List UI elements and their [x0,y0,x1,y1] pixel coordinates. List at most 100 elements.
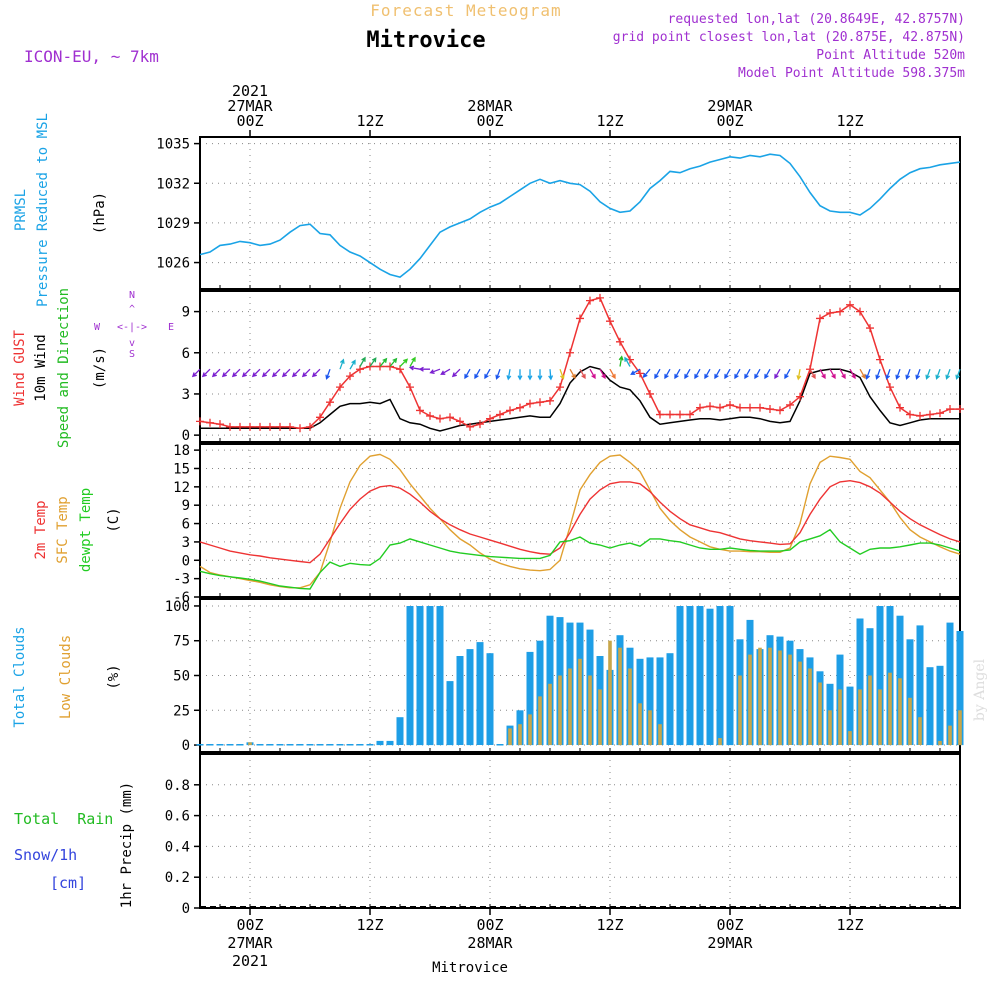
wind-arrow [865,368,871,380]
gust-point [576,314,584,323]
gust-point [596,293,604,302]
total-cloud-bar [846,686,854,745]
wind-arrow [408,365,421,371]
temp-panel: -6 -3 0 3 6 9 12 15 18 [173,443,961,606]
wind-arrow [429,368,441,374]
low-cloud-bar [958,710,962,746]
gust-point [526,399,534,408]
bottom-x-tick-label: 12Z [836,916,863,934]
wind-arrow [281,368,291,378]
bottom-x-tick-label: 27MAR [227,934,273,952]
total-cloud-bar [526,651,534,746]
bottom-x-tick-label: 00Z [236,916,263,934]
y-tick-label: 3 [182,387,190,403]
total-cloud-bar [326,744,334,746]
gust-point [876,355,884,364]
wind-arrow [418,366,430,372]
gust-point [586,296,594,305]
y-tick-label: 100 [165,599,190,615]
low-cloud-bar [868,675,872,745]
y-tick-label: 9 [182,498,190,514]
total-cloud-bar [876,606,884,746]
wind-arrow [754,368,761,380]
gust-point [516,403,524,412]
low-cloud-bar [568,668,572,745]
y-tick-label: 1032 [156,176,190,192]
total-cloud-bar [916,625,924,745]
total-cloud-bar [356,744,364,746]
gust-point [776,406,784,415]
compass-e: E [168,322,174,333]
wind-arrow [559,368,565,380]
wind-arrow [744,368,751,380]
wind-arrow [684,368,691,380]
gust-point [856,307,864,316]
total-cloud-bar [686,606,694,746]
total-cloud-bar [316,744,324,746]
y-tick-label: 6 [182,517,190,533]
wind-arrow [955,368,961,380]
gust-point [696,403,704,412]
wind-arrow [474,368,481,380]
gust-point [706,402,714,411]
total-cloud-bar [396,717,404,745]
low-cloud-bar [508,728,512,746]
total-cloud-bar [476,642,484,745]
total-cloud-bar [926,667,934,746]
wind-panel: 0 3 6 9 [182,290,961,444]
wind-dir-label: Speed and Direction [56,288,72,448]
gust-point [206,418,214,427]
low-cloud-bar [588,675,592,745]
gust-point [226,422,234,431]
gust-point [906,410,914,419]
wind-arrow [809,368,816,380]
precip-frame [199,753,961,909]
gust-point [506,406,514,415]
gust-point [676,410,684,419]
wind-arrow [291,368,301,378]
low-cloud-bar [778,650,782,746]
wind-arrow [464,368,471,380]
total-cloud-bar [726,606,734,746]
y-tick-label: 12 [173,480,190,496]
total-cloud-bar [496,744,504,746]
gust-point [276,422,284,431]
wind-arrow [221,368,231,378]
total-cloud-bar [226,744,234,746]
gust-point [536,398,544,407]
low-cloud-bar [938,740,942,746]
low-cloud-bar [648,710,652,746]
low-cloud-bar [828,710,832,746]
gust-point [416,406,424,415]
total-cloud-bar [236,744,244,746]
wind-arrow [925,368,931,380]
gust-point [716,403,724,412]
total-cloud-bar [336,744,344,746]
wind-arrow [819,368,826,380]
gust-point [236,422,244,431]
top-x-tick-label: 12Z [836,112,863,130]
gust-point [306,422,314,431]
total-cloud-bar [206,744,214,746]
total-cloud-bar [386,740,394,746]
wind-unit-label: (m/s) [92,347,108,389]
gust-point [816,314,824,323]
wind-arrow [527,369,533,381]
gust-point [336,383,344,392]
low-cloud-bar [888,672,892,745]
wind-arrow [201,368,211,378]
gust-point [476,420,484,429]
page-title: Mitrovice [366,28,485,53]
gust-point [566,348,574,357]
y-tick-label: 9 [182,305,190,321]
requested-point: requested lon,lat (20.8649E, 42.8757N) [668,12,965,27]
wind-arrow [624,356,631,367]
low-cloud-bar [658,724,662,746]
total-cloud-bar [656,657,664,745]
wind-arrow [261,368,271,378]
wind-arrow [440,368,451,375]
gust-point [786,400,794,409]
gust-point [496,410,504,419]
model-point-altitude: Model Point Altitude 598.375m [738,66,965,81]
